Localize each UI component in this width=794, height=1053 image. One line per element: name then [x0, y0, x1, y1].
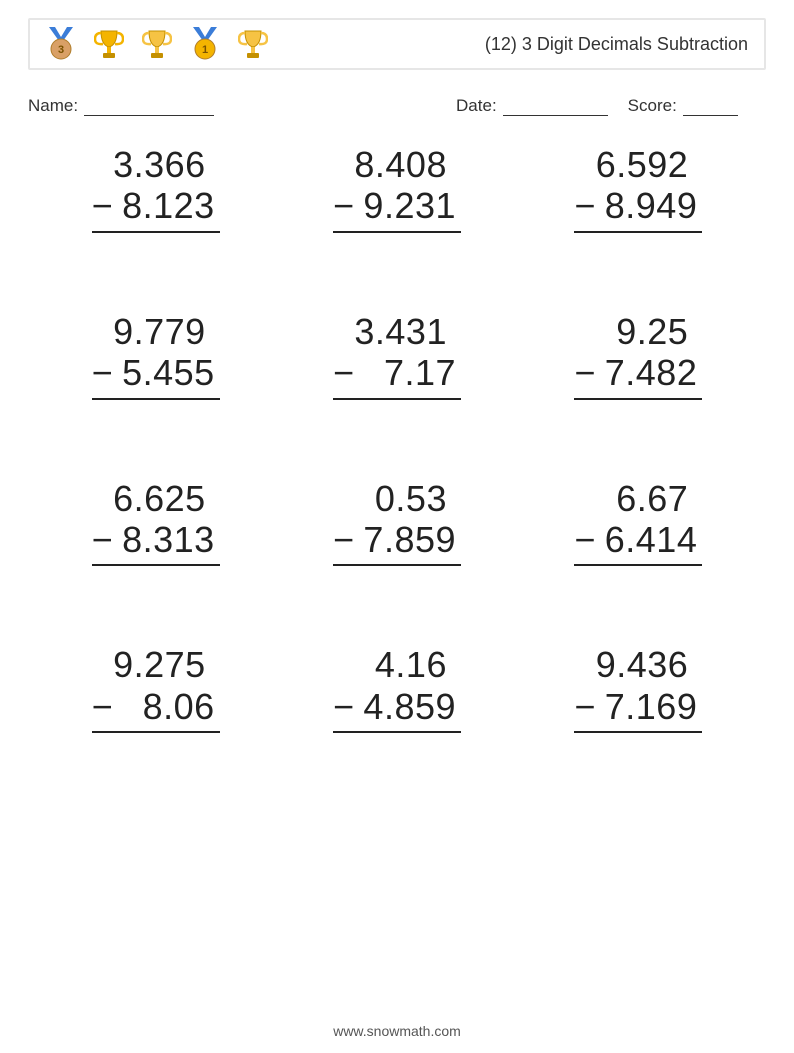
minus-sign: − — [92, 686, 113, 727]
trophy-gold-icon-1 — [94, 27, 124, 61]
minus-sign: − — [92, 352, 113, 393]
minus-sign: − — [333, 185, 354, 226]
minus-sign: − — [333, 519, 354, 560]
problem-3: 6.592−8.949 — [533, 144, 744, 233]
problem-12: 9.436−7.169 — [533, 644, 744, 733]
answer-line — [574, 398, 702, 400]
info-row: Name: Date: Score: — [28, 96, 766, 116]
subtrahend: 8.123 — [115, 185, 215, 226]
minus-sign: − — [574, 352, 595, 393]
trophy-gold-icon-2 — [142, 27, 172, 61]
problem-6: 9.25−7.482 — [533, 311, 744, 400]
problem-7: 6.625−8.313 — [50, 478, 261, 567]
minus-sign: − — [333, 686, 354, 727]
name-label: Name: — [28, 96, 78, 116]
minuend: 6.625 — [106, 478, 206, 519]
subtrahend: 8.06 — [115, 686, 215, 727]
svg-text:3: 3 — [58, 44, 64, 56]
answer-line — [333, 564, 461, 566]
subtrahend: 8.313 — [115, 519, 215, 560]
minuend: 9.25 — [588, 311, 688, 352]
subtrahend: 6.414 — [597, 519, 697, 560]
footer-text: www.snowmath.com — [0, 1023, 794, 1039]
minuend: 4.16 — [347, 644, 447, 685]
problem-8: 0.53−7.859 — [291, 478, 502, 567]
answer-line — [92, 564, 220, 566]
minus-sign: − — [574, 185, 595, 226]
minus-sign: − — [333, 352, 354, 393]
problems-grid: 3.366−8.1238.408−9.2316.592−8.9499.779−5… — [28, 144, 766, 733]
subtrahend: 7.482 — [597, 352, 697, 393]
answer-line — [333, 231, 461, 233]
svg-text:1: 1 — [202, 44, 208, 56]
minuend: 9.779 — [106, 311, 206, 352]
answer-line — [333, 731, 461, 733]
minuend: 3.366 — [106, 144, 206, 185]
subtrahend: 7.859 — [356, 519, 456, 560]
subtrahend: 9.231 — [356, 185, 456, 226]
subtrahend: 4.859 — [356, 686, 456, 727]
minus-sign: − — [574, 686, 595, 727]
minus-sign: − — [574, 519, 595, 560]
trophy-row: 3 1 — [46, 27, 268, 61]
answer-line — [92, 231, 220, 233]
minuend: 3.431 — [347, 311, 447, 352]
answer-line — [574, 564, 702, 566]
problem-4: 9.779−5.455 — [50, 311, 261, 400]
problem-9: 6.67−6.414 — [533, 478, 744, 567]
subtrahend: 7.17 — [356, 352, 456, 393]
minus-sign: − — [92, 185, 113, 226]
answer-line — [574, 231, 702, 233]
score-blank[interactable] — [683, 96, 738, 116]
medal-gold-icon: 1 — [190, 27, 220, 61]
subtrahend: 8.949 — [597, 185, 697, 226]
problem-1: 3.366−8.123 — [50, 144, 261, 233]
minus-sign: − — [92, 519, 113, 560]
date-blank[interactable] — [503, 96, 608, 116]
answer-line — [92, 398, 220, 400]
worksheet-title: (12) 3 Digit Decimals Subtraction — [485, 34, 748, 55]
minuend: 9.275 — [106, 644, 206, 685]
worksheet-page: 3 1 (12) 3 Digit Decimals Subtraction Na… — [0, 0, 794, 1053]
problem-5: 3.431−7.17 — [291, 311, 502, 400]
minuend: 6.592 — [588, 144, 688, 185]
minuend: 0.53 — [347, 478, 447, 519]
name-blank[interactable] — [84, 96, 214, 116]
subtrahend: 5.455 — [115, 352, 215, 393]
subtrahend: 7.169 — [597, 686, 697, 727]
header-bar: 3 1 (12) 3 Digit Decimals Subtraction — [28, 18, 766, 70]
score-label: Score: — [628, 96, 677, 116]
answer-line — [92, 731, 220, 733]
trophy-gold-icon-3 — [238, 27, 268, 61]
answer-line — [574, 731, 702, 733]
minuend: 9.436 — [588, 644, 688, 685]
problem-2: 8.408−9.231 — [291, 144, 502, 233]
problem-11: 4.16−4.859 — [291, 644, 502, 733]
date-label: Date: — [456, 96, 497, 116]
answer-line — [333, 398, 461, 400]
minuend: 6.67 — [588, 478, 688, 519]
minuend: 8.408 — [347, 144, 447, 185]
medal-bronze-icon: 3 — [46, 27, 76, 61]
problem-10: 9.275−8.06 — [50, 644, 261, 733]
